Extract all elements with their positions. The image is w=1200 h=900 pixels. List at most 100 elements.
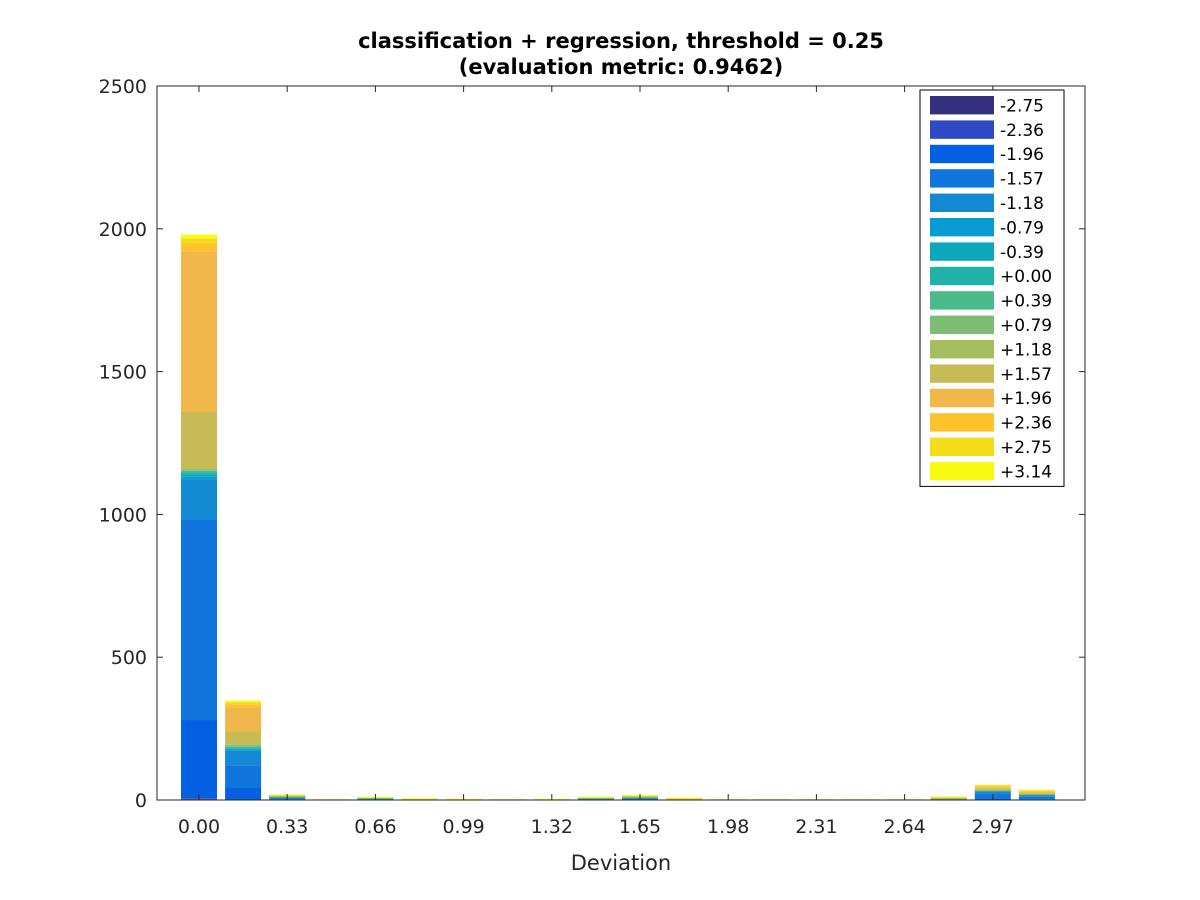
plot-border [156, 85, 1086, 801]
bar-segment-19-12 [1018, 791, 1055, 793]
x-tick-label-8: 2.64 [883, 816, 925, 838]
x-tick-label-3: 0.99 [442, 816, 484, 838]
bar-segment-18-9 [974, 790, 1011, 792]
y-tick-label-0: 0 [135, 790, 147, 812]
legend-swatch-9 [930, 315, 994, 334]
legend-label-14: +2.75 [1000, 438, 1052, 458]
legend-label-11: +1.57 [1000, 365, 1052, 385]
bars-layer [181, 234, 1055, 801]
legend-swatch-5 [930, 218, 994, 237]
legend-swatch-8 [930, 291, 994, 310]
x-tick-label-5: 1.65 [619, 816, 661, 838]
legend-swatch-6 [930, 242, 994, 261]
legend: -2.75 -2.36 -1.96 -1.57 -1.18 -0.79 -0.39 +0.00… [919, 89, 1065, 487]
bar-segment-1-5 [225, 749, 262, 751]
bar-segment-1-11 [225, 731, 262, 745]
x-tick-label-6: 1.98 [707, 816, 749, 838]
x-tick-label-4: 1.32 [531, 816, 573, 838]
bar-segment-18-12 [974, 787, 1011, 789]
bar-segment-19-14 [1018, 790, 1055, 792]
legend-label-0: -2.75 [1000, 96, 1044, 116]
bar-segment-1-15 [225, 700, 262, 703]
legend-swatch-0 [930, 96, 994, 115]
x-tick-label-7: 2.31 [795, 816, 837, 838]
x-tick-label-9: 2.97 [972, 816, 1014, 838]
bar-segment-0-6 [181, 474, 217, 477]
y-tick-label-3: 1500 [99, 362, 147, 384]
chart-title: classification + regression, threshold =… [358, 29, 884, 53]
bar-segment-0-2 [181, 720, 217, 799]
y-tick-label-2: 1000 [99, 504, 147, 526]
y-tick-label-1: 500 [111, 647, 147, 669]
bar-segment-0-10 [181, 468, 217, 470]
bar-segment-19-10 [1018, 793, 1055, 795]
x-tick-label-2: 0.66 [354, 816, 396, 838]
bar-segment-5-15 [401, 798, 438, 800]
bar-segment-1-14 [225, 702, 262, 705]
bar-segment-1-13 [225, 704, 262, 708]
bar-segment-11-15 [666, 797, 703, 799]
legend-label-9: +0.79 [1000, 316, 1052, 336]
legend-label-10: +1.18 [1000, 340, 1052, 360]
bar-segment-19-11 [1018, 792, 1055, 794]
bar-segment-1-4 [225, 750, 262, 766]
legend-label-12: +1.96 [1000, 389, 1052, 409]
legend-label-8: +0.39 [1000, 292, 1052, 312]
bar-segment-0-4 [181, 479, 217, 520]
bar-segment-1-10 [225, 744, 262, 746]
chart-subtitle: (evaluation metric: 0.9462) [459, 55, 783, 79]
bar-segment-19-13 [1018, 791, 1055, 792]
legend-swatch-2 [930, 144, 994, 164]
y-tick-label-5: 2500 [99, 76, 147, 98]
bar-segment-1-7 [225, 747, 262, 749]
x-tick-label-0: 0.00 [178, 816, 220, 838]
bar-segment-0-11 [181, 411, 217, 469]
bar-segment-0-13 [181, 243, 217, 252]
legend-label-5: -0.79 [1000, 218, 1044, 238]
bar-segment-1-3 [225, 765, 262, 789]
bar-segment-19-3 [1018, 796, 1055, 800]
bar-segment-1-8 [225, 746, 262, 748]
bar-segment-18-15 [974, 784, 1011, 786]
bar-segment-18-4 [974, 792, 1011, 794]
bar-segment-0-3 [181, 519, 217, 721]
x-axis-label: Deviation [571, 851, 671, 875]
legend-label-15: +3.14 [1000, 462, 1052, 482]
legend-swatch-15 [930, 462, 994, 481]
legend-label-13: +2.36 [1000, 414, 1052, 434]
bar-segment-18-11 [974, 788, 1011, 790]
bar-segment-1-12 [225, 707, 262, 732]
bar-segment-0-15 [181, 234, 217, 239]
bar-segment-18-10 [974, 789, 1011, 791]
bar-segment-0-12 [181, 251, 217, 412]
legend-swatch-3 [930, 169, 994, 188]
legend-swatch-14 [930, 437, 994, 456]
bar-segment-0-9 [181, 469, 217, 471]
legend-swatch-13 [930, 413, 994, 432]
legend-label-6: -0.39 [1000, 243, 1044, 263]
bar-segment-1-9 [225, 745, 262, 747]
legend-label-1: -2.36 [1000, 121, 1044, 141]
legend-swatch-4 [930, 193, 994, 212]
bar-segment-18-13 [974, 786, 1011, 788]
x-tick-label-1: 0.33 [266, 816, 308, 838]
bar-segment-1-6 [225, 748, 262, 750]
bar-segment-17-15 [930, 796, 967, 798]
legend-label-2: -1.96 [1000, 145, 1044, 165]
bar-segment-1-2 [225, 788, 262, 800]
legend-swatch-10 [930, 340, 994, 359]
legend-swatch-7 [930, 266, 994, 286]
bar-segment-0-5 [181, 476, 217, 480]
legend-swatch-12 [930, 388, 994, 408]
bar-segment-18-14 [974, 785, 1011, 787]
bar-segment-0-14 [181, 238, 217, 244]
legend-label-7: +0.00 [1000, 267, 1052, 287]
legend-swatch-1 [930, 120, 994, 139]
bar-segment-0-8 [181, 470, 217, 473]
ticks-layer: 0 500 1000 1500 2000 2500 0.00 0.33 0.66 0.99 1.32… [99, 76, 1085, 838]
legend-swatch-11 [930, 364, 994, 383]
bar-segment-0-7 [181, 472, 217, 475]
legend-label-3: -1.57 [1000, 170, 1044, 190]
y-tick-label-4: 2000 [99, 219, 147, 241]
